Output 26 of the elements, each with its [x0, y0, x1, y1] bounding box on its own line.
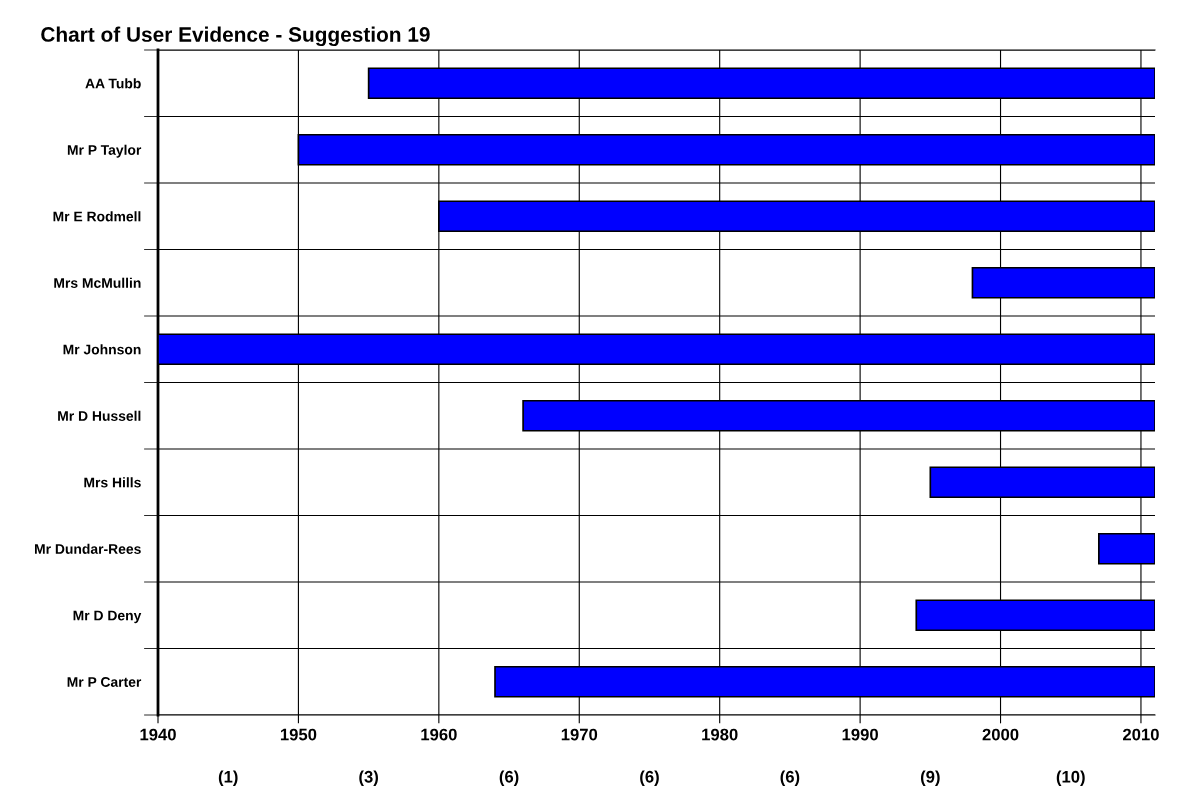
text: (6)	[780, 770, 800, 786]
text: (1)	[218, 770, 238, 786]
chart-title: Chart of User Evidence - Suggestion 19	[41, 26, 430, 47]
text: (6)	[499, 770, 519, 786]
x-tick-label: 1940	[140, 728, 176, 741]
text: (6)	[640, 770, 659, 786]
y-tick-label: Mr P Carter	[67, 677, 142, 687]
text: (3)	[359, 770, 378, 786]
y-tick-label: Mr D Hussell	[58, 410, 141, 421]
y-tick-label: Mr E Rodmell	[53, 211, 141, 222]
y-tick-label: Mr Johnson	[63, 344, 141, 355]
x-tick-label: 1980	[702, 728, 738, 741]
y-tick-label: Mrs McMullin	[54, 277, 141, 288]
y-tick-label: Mr D Deny	[73, 610, 142, 624]
y-tick-label: Mrs Hills	[84, 477, 141, 488]
y-tick-label: Mr P Taylor	[67, 144, 142, 158]
y-tick-label: Mr Dundar-Rees	[34, 543, 141, 554]
x-tick-label: 1990	[842, 728, 878, 741]
x-tick-label: 1970	[561, 728, 598, 741]
text: (9)	[920, 770, 940, 786]
text: (10)	[1056, 770, 1085, 786]
y-tick-label: AA Tubb	[85, 78, 141, 89]
x-tick-label: 1960	[421, 728, 457, 741]
x-tick-label: 2000	[982, 728, 1019, 741]
x-tick-label: 1950	[280, 728, 317, 741]
x-tick-label: 2010	[1123, 728, 1159, 741]
